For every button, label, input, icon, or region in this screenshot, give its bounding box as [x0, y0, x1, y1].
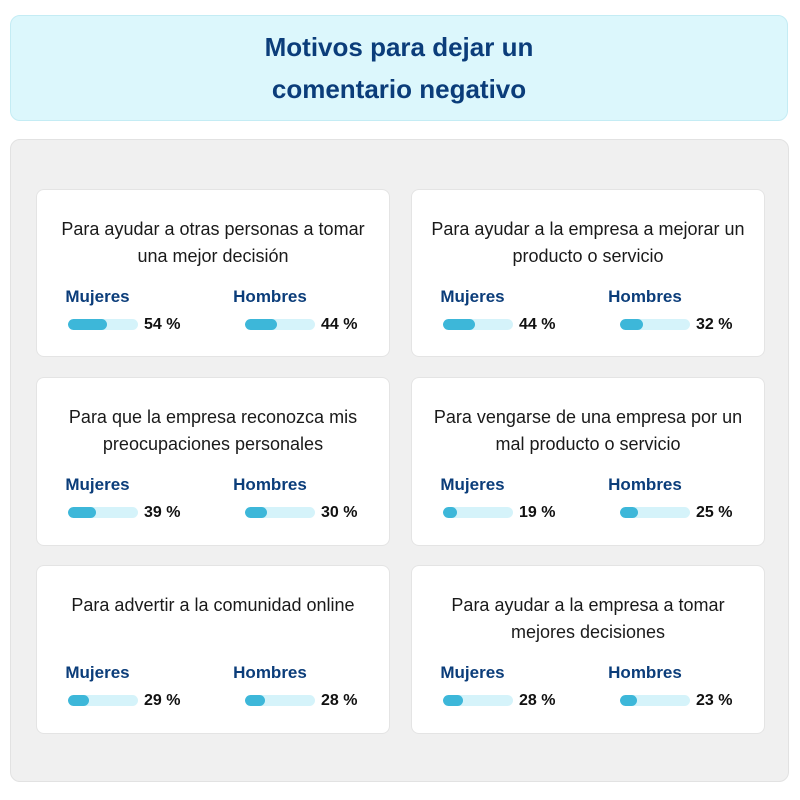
women-bar — [443, 695, 463, 706]
women-bar — [68, 695, 89, 706]
reason-card: Para ayudar a la empresa a mejorar un pr… — [411, 189, 765, 357]
men-bar — [620, 695, 637, 706]
men-value-label: 28 % — [321, 692, 358, 709]
men-value-label: 30 % — [321, 504, 358, 521]
women-label: Mujeres — [440, 475, 505, 494]
men-bar — [620, 319, 643, 330]
men-bar-track — [245, 319, 315, 330]
women-label: Mujeres — [65, 663, 130, 682]
men-label: Hombres — [233, 475, 307, 494]
women-bar-track — [68, 319, 138, 330]
men-label: Hombres — [608, 287, 682, 306]
cards-panel: Para ayudar a otras personas a tomar una… — [10, 139, 789, 782]
men-value-label: 25 % — [696, 504, 733, 521]
women-value-label: 39 % — [144, 504, 181, 521]
men-label: Hombres — [608, 475, 682, 494]
reason-card: Para advertir a la comunidad online Mujer… — [36, 565, 390, 734]
reason-title: Para vengarse de una empresa por un mal … — [433, 407, 743, 454]
women-label: Mujeres — [440, 287, 505, 306]
men-bar — [620, 507, 638, 518]
men-value-label: 32 % — [696, 316, 733, 333]
women-label: Mujeres — [65, 475, 130, 494]
women-bar — [443, 319, 475, 330]
women-value-label: 44 % — [519, 316, 556, 333]
reason-title: Para ayudar a otras personas a tomar una… — [61, 219, 365, 266]
reason-title: Para que la empresa reconozca mis preocu… — [68, 407, 358, 454]
reason-title: Para ayudar a la empresa a tomar mejores… — [451, 595, 725, 642]
men-value-label: 23 % — [696, 692, 733, 709]
chart-title: Motivos para dejar un comentario negativ… — [264, 32, 534, 104]
women-bar-track — [68, 695, 138, 706]
title-banner: Motivos para dejar un comentario negativ… — [10, 15, 788, 121]
women-bar — [68, 319, 107, 330]
men-label: Hombres — [233, 287, 307, 306]
women-bar-track — [443, 507, 513, 518]
men-value-label: 44 % — [321, 316, 358, 333]
women-bar — [443, 507, 457, 518]
reason-card: Para ayudar a la empresa a tomar mejores… — [411, 565, 765, 734]
men-bar — [245, 695, 265, 706]
women-label: Mujeres — [65, 287, 130, 306]
women-bar — [68, 507, 96, 518]
reason-title: Para ayudar a la empresa a mejorar un pr… — [431, 219, 745, 266]
men-bar-track — [620, 507, 690, 518]
women-value-label: 29 % — [144, 692, 181, 709]
women-label: Mujeres — [440, 663, 505, 682]
men-bar-track — [620, 695, 690, 706]
women-bar-track — [443, 319, 513, 330]
men-bar — [245, 507, 267, 518]
women-value-label: 19 % — [519, 504, 556, 521]
men-bar-track — [245, 695, 315, 706]
men-bar — [245, 319, 277, 330]
women-bar-track — [68, 507, 138, 518]
men-bar-track — [245, 507, 315, 518]
men-label: Hombres — [608, 663, 682, 682]
reason-card: Para vengarse de una empresa por un mal … — [411, 377, 765, 546]
reason-card: Para ayudar a otras personas a tomar una… — [36, 189, 390, 357]
men-label: Hombres — [233, 663, 307, 682]
women-value-label: 54 % — [144, 316, 181, 333]
women-value-label: 28 % — [519, 692, 556, 709]
men-bar-track — [620, 319, 690, 330]
women-bar-track — [443, 695, 513, 706]
reason-title: Para advertir a la comunidad online — [71, 595, 355, 615]
reason-card: Para que la empresa reconozca mis preocu… — [36, 377, 390, 546]
